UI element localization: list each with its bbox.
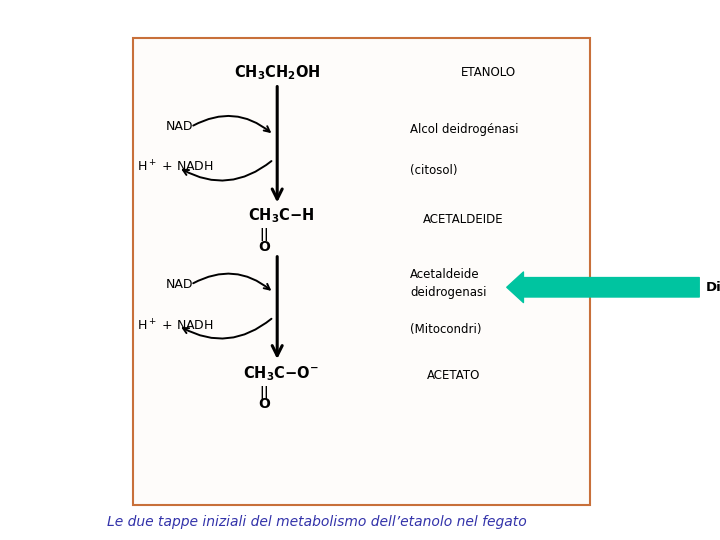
Text: Disulfiram: Disulfiram — [706, 281, 720, 294]
Text: $\mathbf{CH_3CH_2OH}$: $\mathbf{CH_3CH_2OH}$ — [234, 64, 320, 82]
Text: Alcol deidrogénasi: Alcol deidrogénasi — [410, 123, 519, 136]
Text: $\mathbf{O}$: $\mathbf{O}$ — [258, 240, 271, 254]
Text: $\mathbf{||}$: $\mathbf{||}$ — [259, 226, 269, 244]
Text: $\mathbf{O}$: $\mathbf{O}$ — [258, 397, 271, 411]
Text: ACETALDEIDE: ACETALDEIDE — [423, 213, 504, 226]
Text: $\mathbf{CH_3C}$$\mathbf{-O^{-}}$: $\mathbf{CH_3C}$$\mathbf{-O^{-}}$ — [243, 364, 319, 383]
Text: Acetaldeide
deidrogenasi: Acetaldeide deidrogenasi — [410, 268, 487, 299]
Text: ETANOLO: ETANOLO — [461, 66, 516, 79]
Text: $\mathbf{CH_3C}$$\mathbf{-H}$: $\mathbf{CH_3C}$$\mathbf{-H}$ — [248, 207, 314, 225]
Text: (Mitocondri): (Mitocondri) — [410, 323, 482, 336]
Text: NAD: NAD — [166, 120, 193, 133]
Text: $\mathbf{||}$: $\mathbf{||}$ — [259, 384, 269, 401]
Text: H$^+$ + NADH: H$^+$ + NADH — [137, 318, 214, 333]
FancyArrowPatch shape — [507, 272, 699, 302]
Text: Le due tappe iniziali del metabolismo dell’etanolo nel fegato: Le due tappe iniziali del metabolismo de… — [107, 515, 526, 529]
Text: H$^+$ + NADH: H$^+$ + NADH — [137, 160, 214, 175]
Text: ACETATO: ACETATO — [427, 369, 480, 382]
Text: NAD: NAD — [166, 278, 193, 291]
Text: (citosol): (citosol) — [410, 164, 458, 177]
FancyBboxPatch shape — [133, 38, 590, 505]
